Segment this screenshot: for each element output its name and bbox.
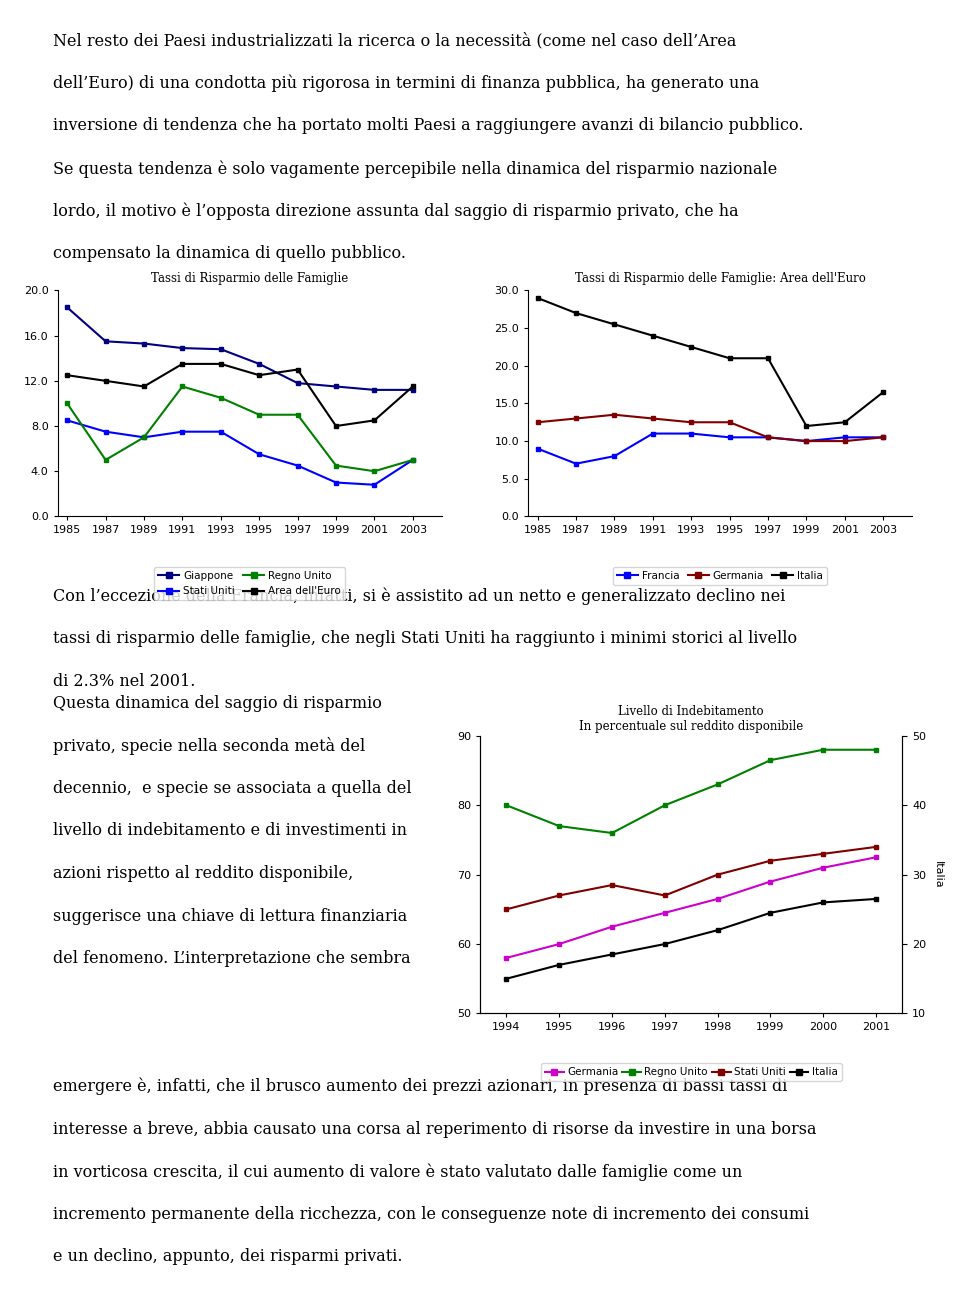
Text: Nel resto dei Paesi industrializzati la ricerca o la necessità (come nel caso de: Nel resto dei Paesi industrializzati la … xyxy=(53,32,736,49)
Text: lordo, il motivo è l’opposta direzione assunta dal saggio di risparmio privato, : lordo, il motivo è l’opposta direzione a… xyxy=(53,203,738,221)
Text: privato, specie nella seconda metà del: privato, specie nella seconda metà del xyxy=(53,737,365,755)
Text: emergere è, infatti, che il brusco aumento dei prezzi azionari, in presenza di b: emergere è, infatti, che il brusco aumen… xyxy=(53,1078,787,1096)
Title: Livello di Indebitamento
In percentuale sul reddito disponibile: Livello di Indebitamento In percentuale … xyxy=(579,705,804,733)
Title: Tassi di Risparmio delle Famiglie: Area dell'Euro: Tassi di Risparmio delle Famiglie: Area … xyxy=(575,272,865,285)
Text: dell’Euro) di una condotta più rigorosa in termini di finanza pubblica, ha gener: dell’Euro) di una condotta più rigorosa … xyxy=(53,75,759,93)
Text: incremento permanente della ricchezza, con le conseguenze note di incremento dei: incremento permanente della ricchezza, c… xyxy=(53,1206,809,1223)
Text: di 2.3% nel 2001.: di 2.3% nel 2001. xyxy=(53,673,195,689)
Text: suggerisce una chiave di lettura finanziaria: suggerisce una chiave di lettura finanzi… xyxy=(53,908,407,924)
Text: livello di indebitamento e di investimenti in: livello di indebitamento e di investimen… xyxy=(53,822,407,839)
Text: azioni rispetto al reddito disponibile,: azioni rispetto al reddito disponibile, xyxy=(53,865,353,882)
Text: Con l’eccezione della Francia, infatti, si è assistito ad un netto e generalizza: Con l’eccezione della Francia, infatti, … xyxy=(53,587,785,605)
Text: e un declino, appunto, dei risparmi privati.: e un declino, appunto, dei risparmi priv… xyxy=(53,1248,402,1265)
Y-axis label: Italia: Italia xyxy=(933,861,943,888)
Text: interesse a breve, abbia causato una corsa al reperimento di risorse da investir: interesse a breve, abbia causato una cor… xyxy=(53,1121,816,1137)
Text: Se questa tendenza è solo vagamente percepibile nella dinamica del risparmio naz: Se questa tendenza è solo vagamente perc… xyxy=(53,160,777,178)
Title: Tassi di Risparmio delle Famiglie: Tassi di Risparmio delle Famiglie xyxy=(151,272,348,285)
Text: in vorticosa crescita, il cui aumento di valore è stato valutato dalle famiglie : in vorticosa crescita, il cui aumento di… xyxy=(53,1163,742,1181)
Text: tassi di risparmio delle famiglie, che negli Stati Uniti ha raggiunto i minimi s: tassi di risparmio delle famiglie, che n… xyxy=(53,630,797,647)
Legend: Francia, Germania, Italia: Francia, Germania, Italia xyxy=(612,567,828,585)
Text: compensato la dinamica di quello pubblico.: compensato la dinamica di quello pubblic… xyxy=(53,245,406,262)
Legend: Giappone, Stati Uniti, Regno Unito, Area dell'Euro: Giappone, Stati Uniti, Regno Unito, Area… xyxy=(154,567,346,600)
Legend: Germania, Regno Unito, Stati Uniti, Italia: Germania, Regno Unito, Stati Uniti, Ital… xyxy=(540,1062,842,1082)
Text: inversione di tendenza che ha portato molti Paesi a raggiungere avanzi di bilanc: inversione di tendenza che ha portato mo… xyxy=(53,117,804,134)
Text: del fenomeno. L’interpretazione che sembra: del fenomeno. L’interpretazione che semb… xyxy=(53,950,411,967)
Text: decennio,  e specie se associata a quella del: decennio, e specie se associata a quella… xyxy=(53,780,412,797)
Text: Questa dinamica del saggio di risparmio: Questa dinamica del saggio di risparmio xyxy=(53,695,382,711)
